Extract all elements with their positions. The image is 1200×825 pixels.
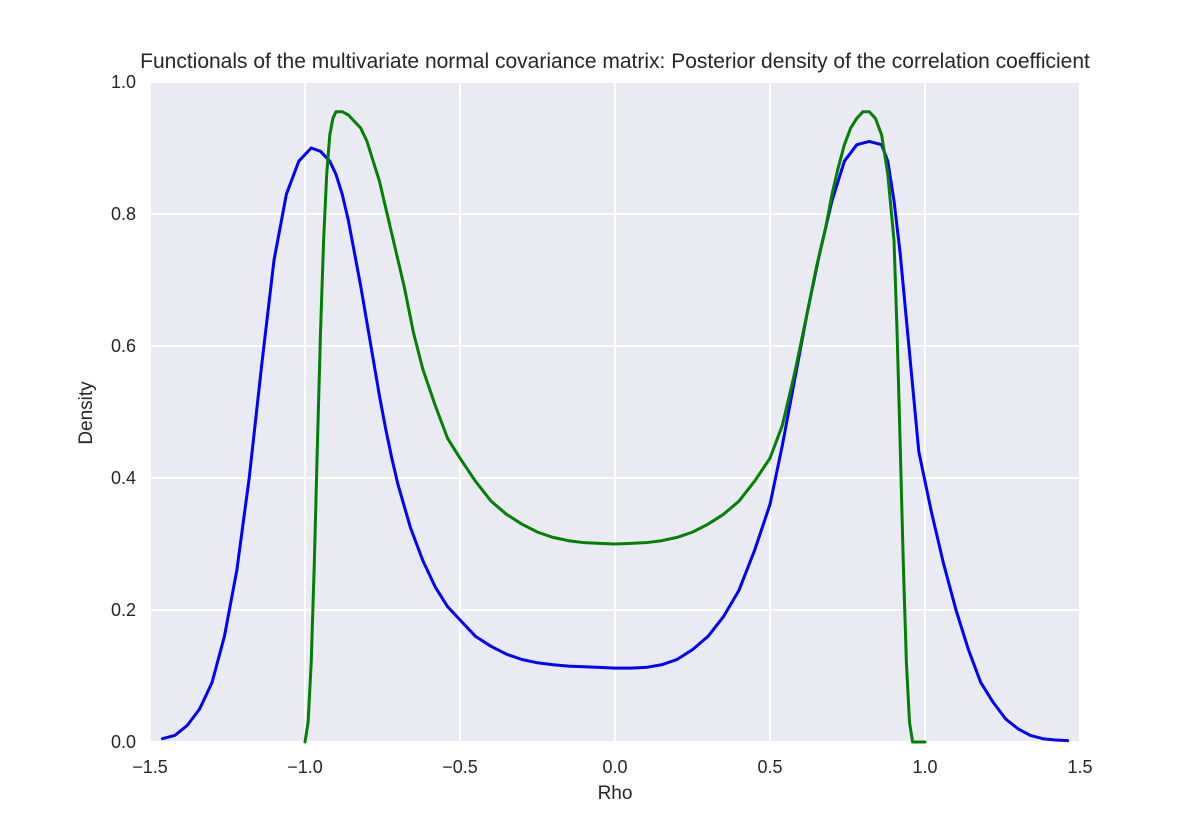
x-tick-label: 0.5 (757, 757, 782, 777)
y-tick-label: 0.8 (111, 204, 136, 224)
series-layer (160, 110, 1070, 744)
y-axis-label: Density (76, 381, 97, 445)
x-tick-label: −1.0 (287, 757, 323, 777)
y-tick-label: 0.0 (111, 732, 136, 752)
x-tick-label: 0.0 (602, 757, 627, 777)
series-line-1 (303, 110, 927, 744)
x-axis-label: Rho (597, 783, 633, 804)
y-tick-label: 0.2 (111, 600, 136, 620)
y-tick-label: 0.6 (111, 336, 136, 356)
x-tick-label: −1.5 (132, 757, 168, 777)
y-tick-label: 1.0 (111, 72, 136, 92)
tick-labels: −1.5 −1.0 −0.5 0.0 0.5 1.0 1.5 0.0 0.2 0.4 0.6 0.8 1… (111, 72, 1093, 777)
series-line-0 (160, 139, 1070, 743)
x-tick-label: 1.0 (912, 757, 937, 777)
x-tick-label: −0.5 (442, 757, 478, 777)
y-tick-label: 0.4 (111, 468, 136, 488)
x-tick-label: 1.5 (1067, 757, 1092, 777)
chart-title: Functionals of the multivariate normal c… (140, 50, 1090, 73)
